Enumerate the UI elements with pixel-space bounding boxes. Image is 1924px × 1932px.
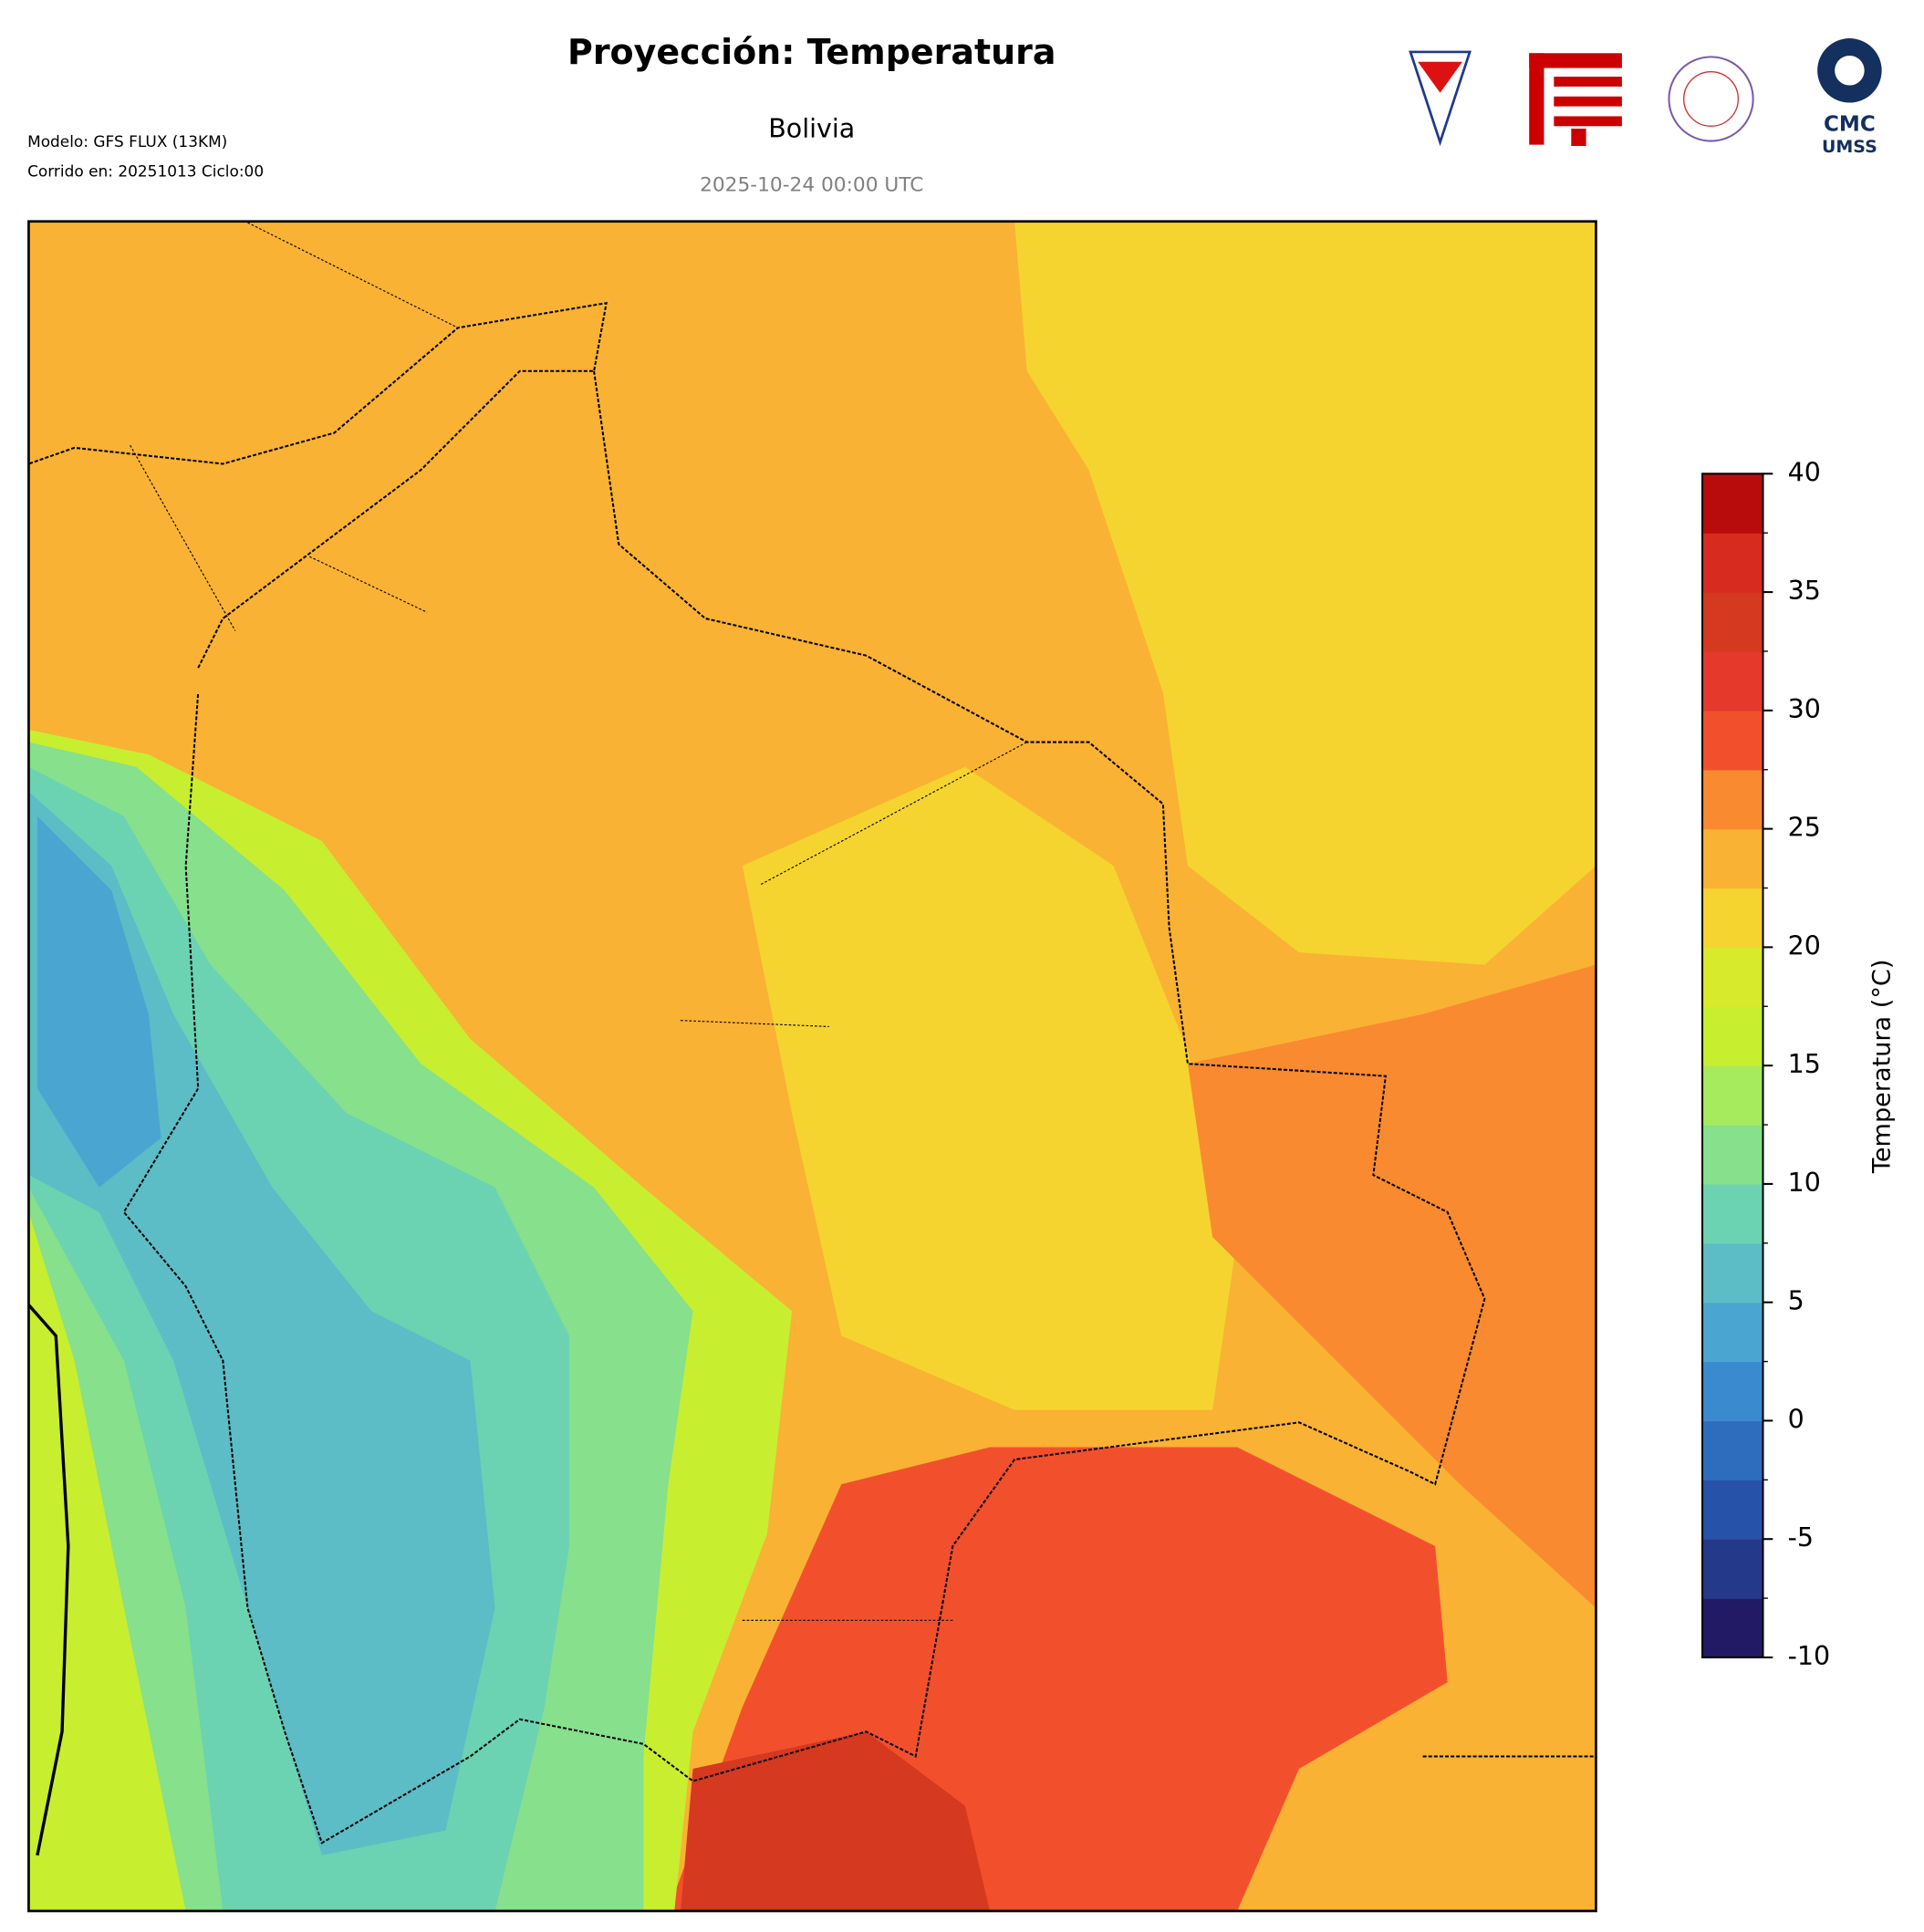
logos: CMC UMSS	[1409, 38, 1882, 157]
temperature-map	[28, 221, 1596, 1911]
colorbar-band	[1702, 1065, 1763, 1126]
colorbar-band	[1702, 828, 1763, 889]
tick-label: 25	[1788, 813, 1821, 843]
date: 2025-10-24 00:00 UTC	[700, 173, 923, 196]
tick-label: -10	[1788, 1641, 1831, 1671]
logo-physics-inner	[1683, 70, 1740, 127]
map-field	[681, 1731, 991, 1911]
map-field	[742, 766, 1238, 1410]
colorbar-band	[1702, 888, 1763, 949]
colorbar-band	[1702, 769, 1763, 830]
colorbar-band	[1702, 1242, 1763, 1304]
logo-text: CMC	[1824, 112, 1876, 136]
logo-physics	[1668, 56, 1754, 142]
map-field	[36, 815, 161, 1188]
run-info: Corrido en: 20251013 Ciclo:00	[27, 161, 264, 180]
colorbar-band	[1702, 1420, 1763, 1481]
colorbar-label: Temperatura (°C)	[1868, 960, 1897, 1175]
tick-label: 40	[1788, 457, 1821, 487]
tick-label: 15	[1788, 1049, 1821, 1079]
colorbar-band	[1702, 1302, 1763, 1363]
tick-label: 30	[1788, 694, 1821, 724]
colorbar-band	[1702, 1539, 1763, 1599]
tick-label: 10	[1788, 1168, 1821, 1198]
colorbar-band	[1702, 592, 1763, 652]
colorbar-band	[1702, 947, 1763, 1007]
tick-label: 20	[1788, 930, 1821, 961]
tick-label: -5	[1788, 1522, 1814, 1553]
map-field	[1187, 964, 1596, 1608]
logo-shield-mark	[1418, 61, 1462, 93]
map-frame	[27, 220, 1597, 1913]
colorbar-band	[1702, 1480, 1763, 1540]
borders	[28, 222, 1596, 1856]
tick-label: 35	[1788, 576, 1821, 606]
logo-fcyt	[1529, 53, 1622, 147]
colorbar: -10 -5 0 5 10 15 20 25 30 35 40	[1701, 457, 1831, 1671]
colorbar-band	[1702, 473, 1763, 534]
colorbar-band	[1702, 1006, 1763, 1066]
title: Proyección: Temperatura	[567, 32, 1056, 72]
model-info: Modelo: GFS FLUX (13KM)	[27, 132, 227, 151]
map-field	[1014, 221, 1596, 965]
colorbar-band	[1702, 533, 1763, 593]
tick-label: 0	[1788, 1404, 1804, 1434]
colorbar-band	[1702, 650, 1763, 712]
logo-shield	[1409, 50, 1472, 147]
logo-cmc-inner	[1835, 56, 1865, 86]
colorbar-band	[1702, 1361, 1763, 1422]
colorbar-band	[1702, 710, 1763, 771]
logo-text: UMSS	[1822, 137, 1877, 157]
subtitle: Bolivia	[768, 113, 855, 143]
tick-label: 5	[1788, 1286, 1804, 1316]
colorbar-band	[1702, 1183, 1763, 1244]
colorbar-band	[1702, 1598, 1763, 1658]
colorbar-band	[1702, 1125, 1763, 1185]
